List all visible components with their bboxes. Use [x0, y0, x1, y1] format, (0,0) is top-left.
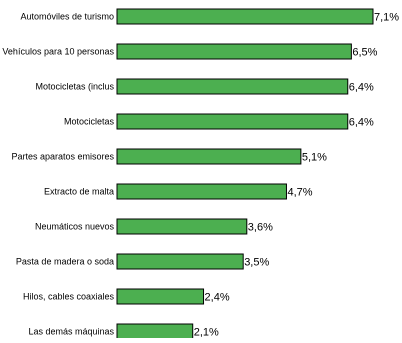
value-label-0: 7,1% [374, 12, 399, 24]
bar-2 [116, 78, 349, 95]
bar-1 [116, 43, 352, 60]
bar-8 [116, 288, 205, 305]
bar-9 [116, 323, 194, 340]
bar-5 [116, 183, 287, 200]
value-label-5: 4,7% [287, 187, 312, 199]
category-label-1: Vehículos para 10 personas [2, 47, 114, 57]
value-label-1: 6,5% [352, 47, 377, 59]
category-label-2: Motocicletas (inclus [35, 82, 114, 92]
category-label-0: Automóviles de turismo [20, 12, 114, 22]
bar-7 [116, 253, 244, 270]
bar-4 [116, 148, 302, 165]
category-label-6: Neumáticos nuevos [35, 222, 115, 232]
category-label-3: Motocicletas [64, 117, 115, 127]
category-label-9: Las demás máquinas [28, 327, 114, 337]
value-label-4: 5,1% [302, 152, 327, 164]
bar-6 [116, 218, 248, 235]
value-label-2: 6,4% [349, 82, 374, 94]
category-label-4: Partes aparatos emisores [11, 152, 114, 162]
category-label-5: Extracto de malta [44, 187, 114, 197]
value-label-9: 2,1% [194, 327, 219, 339]
category-label-7: Pasta de madera o soda [16, 257, 114, 267]
value-label-7: 3,5% [244, 257, 269, 269]
bar-0 [116, 8, 374, 25]
value-label-3: 6,4% [349, 117, 374, 129]
bar-3 [116, 113, 349, 130]
value-label-6: 3,6% [248, 222, 273, 234]
value-label-8: 2,4% [205, 292, 230, 304]
category-label-8: Hilos, cables coaxiales [23, 292, 115, 302]
